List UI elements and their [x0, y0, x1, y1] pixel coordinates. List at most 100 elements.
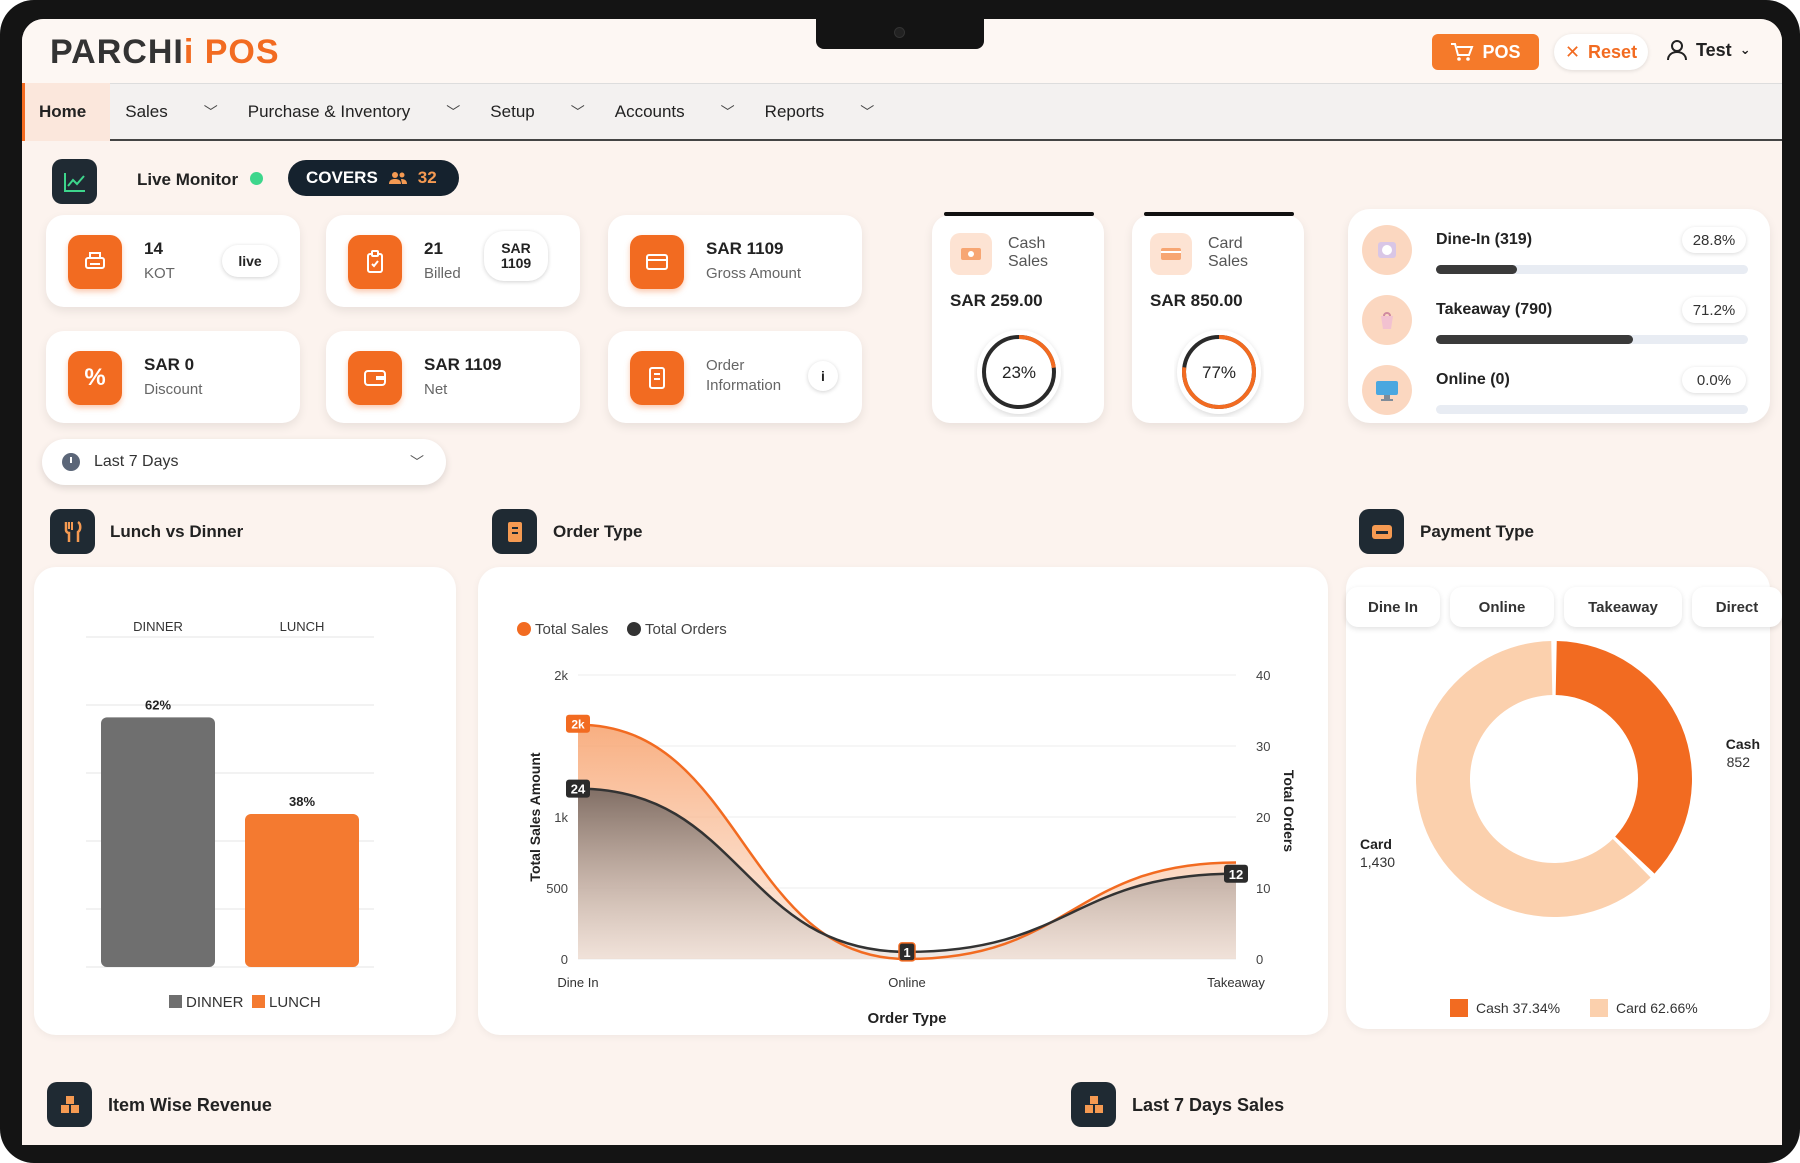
net-value: SAR 1109	[424, 355, 502, 374]
order-info-card[interactable]: Order Information i	[608, 331, 862, 423]
data-label: 2k	[571, 718, 585, 732]
receipt-icon	[630, 351, 684, 405]
legend-label: DINNER	[186, 994, 244, 1011]
slice-value: 852	[1727, 754, 1751, 770]
chevron-down-icon: ﹀	[720, 103, 735, 120]
pos-button[interactable]: POS	[1432, 34, 1539, 70]
live-status-dot	[250, 172, 263, 185]
slice-card	[1416, 641, 1651, 917]
date-range-select[interactable]: Last 7 Days ﹀	[42, 439, 446, 485]
order-type-row-dine-in[interactable]: Dine-In (319) 28.8%	[1348, 223, 1768, 285]
orders-area	[578, 788, 1236, 959]
chevron-down-icon: ﹀	[446, 103, 461, 120]
order-type-row-takeaway[interactable]: Takeaway (790) 71.2%	[1348, 293, 1768, 355]
order-type-name: Online (0)	[1436, 371, 1510, 388]
card-sales-amount: SAR 850.00	[1150, 291, 1243, 310]
data-label-bg	[898, 942, 916, 962]
billed-card[interactable]: 21 Billed SAR 1109	[326, 215, 580, 307]
cash-percent-arc	[982, 335, 1056, 409]
lunch-dinner-chart: DINNER 62% LUNCH 38% DINNER LUNCH	[86, 619, 374, 1011]
category-label: LUNCH	[280, 619, 325, 634]
order-type-track	[1436, 265, 1748, 274]
chevron-down-icon: ﹀	[860, 103, 875, 120]
receipt-icon	[492, 509, 537, 554]
cash-label-line2: Sales	[1008, 253, 1049, 271]
user-icon	[1667, 40, 1687, 61]
live-monitor-icon	[52, 159, 97, 204]
wallet-icon	[348, 351, 402, 405]
cash-sales-card[interactable]: Cash Sales SAR 259.00 23%	[932, 212, 1104, 423]
card-sales-card[interactable]: Card Sales SAR 850.00 77%	[1132, 212, 1304, 423]
date-range-value: Last 7 Days	[94, 453, 179, 470]
data-label: 1	[903, 945, 910, 960]
kot-card[interactable]: 14 KOT live	[46, 215, 300, 307]
chevron-down-icon: ﹀	[570, 103, 585, 120]
tab-takeaway[interactable]: Takeaway	[1564, 587, 1682, 627]
y-tick-label: 1k	[554, 810, 568, 825]
data-label: 24	[571, 782, 586, 797]
gross-label: Gross Amount	[706, 265, 802, 282]
nav-label: Reports	[764, 101, 825, 121]
printer-icon	[68, 235, 122, 289]
slice-label: Cash	[1726, 736, 1760, 752]
data-label-bg	[566, 714, 590, 733]
data-label-bg	[566, 779, 590, 798]
lunch-dinner-title: Lunch vs Dinner	[110, 522, 244, 541]
gross-amount-card[interactable]: SAR 1109 Gross Amount	[608, 215, 862, 307]
x-tick-label: Dine In	[557, 975, 598, 990]
camera-icon	[894, 27, 905, 38]
category-label: DINNER	[133, 619, 183, 634]
brand-logo[interactable]: PARCHIi POS	[50, 33, 280, 71]
y2-axis-title: Total Orders	[1281, 770, 1297, 852]
nav-item-home[interactable]: Home	[22, 82, 111, 141]
people-icon	[388, 172, 407, 184]
nav-item-purchase-inventory[interactable]: Purchase & Inventory ﹀	[233, 83, 476, 141]
legend-swatch	[517, 622, 531, 636]
nav-item-accounts[interactable]: Accounts ﹀	[600, 83, 750, 141]
cash-sales-label: Cash Sales	[1008, 235, 1048, 272]
billed-amount-badge: SAR 1109	[484, 231, 548, 281]
order-type-track	[1436, 405, 1748, 414]
net-card[interactable]: SAR 1109 Net	[326, 331, 580, 423]
discount-card[interactable]: % SAR 0 Discount	[46, 331, 300, 423]
covers-count: 32	[417, 168, 437, 187]
covers-label: COVERS	[306, 168, 378, 187]
last7-title: Last 7 Days Sales	[1132, 1095, 1285, 1115]
legend-label: Total Sales	[535, 621, 608, 638]
clipboard-icon	[348, 235, 402, 289]
x-tick-label: Online	[888, 975, 926, 990]
card-percent-ring: 77%	[1177, 330, 1261, 414]
data-label: 12	[1229, 867, 1243, 882]
order-info-line2: Information	[706, 377, 782, 394]
discount-value: SAR 0	[144, 355, 195, 374]
legend-label: LUNCH	[269, 994, 321, 1011]
order-type-name: Dine-In (319)	[1436, 231, 1533, 248]
user-menu[interactable]: Test ⌄	[1666, 39, 1751, 61]
tab-dine-in[interactable]: Dine In	[1346, 587, 1440, 627]
order-type-row-online[interactable]: Online (0) 0.0%	[1348, 363, 1768, 425]
legend-label: Cash 37.34%	[1476, 1000, 1560, 1016]
slice-cash	[1555, 641, 1692, 874]
reset-label: Reset	[1588, 41, 1638, 62]
x-tick-label: Takeaway	[1207, 975, 1265, 990]
card-top-line	[1144, 212, 1294, 216]
reset-button[interactable]: ✕ Reset	[1554, 34, 1648, 70]
slice-label: Card	[1360, 836, 1392, 852]
info-icon[interactable]: i	[808, 361, 838, 391]
tab-direct[interactable]: Direct	[1692, 587, 1782, 627]
y-axis-title: Total Sales Amount	[527, 752, 543, 881]
close-icon: ✕	[1564, 41, 1581, 62]
cart-icon	[1451, 43, 1474, 61]
nav-item-sales[interactable]: Sales ﹀	[110, 83, 233, 141]
card-top-line	[944, 212, 1094, 216]
nav-item-setup[interactable]: Setup ﹀	[475, 83, 599, 141]
card-percent-text: 77%	[1202, 363, 1236, 382]
tab-online[interactable]: Online	[1450, 587, 1554, 627]
legend-swatch	[1450, 999, 1468, 1017]
boxes-icon	[1071, 1082, 1116, 1127]
y-tick-label: 2k	[554, 668, 568, 683]
cash-sales-amount: SAR 259.00	[950, 291, 1043, 310]
card-label-line1: Card	[1208, 235, 1243, 252]
order-info-line1: Order	[706, 357, 745, 374]
nav-item-reports[interactable]: Reports ﹀	[750, 83, 890, 141]
